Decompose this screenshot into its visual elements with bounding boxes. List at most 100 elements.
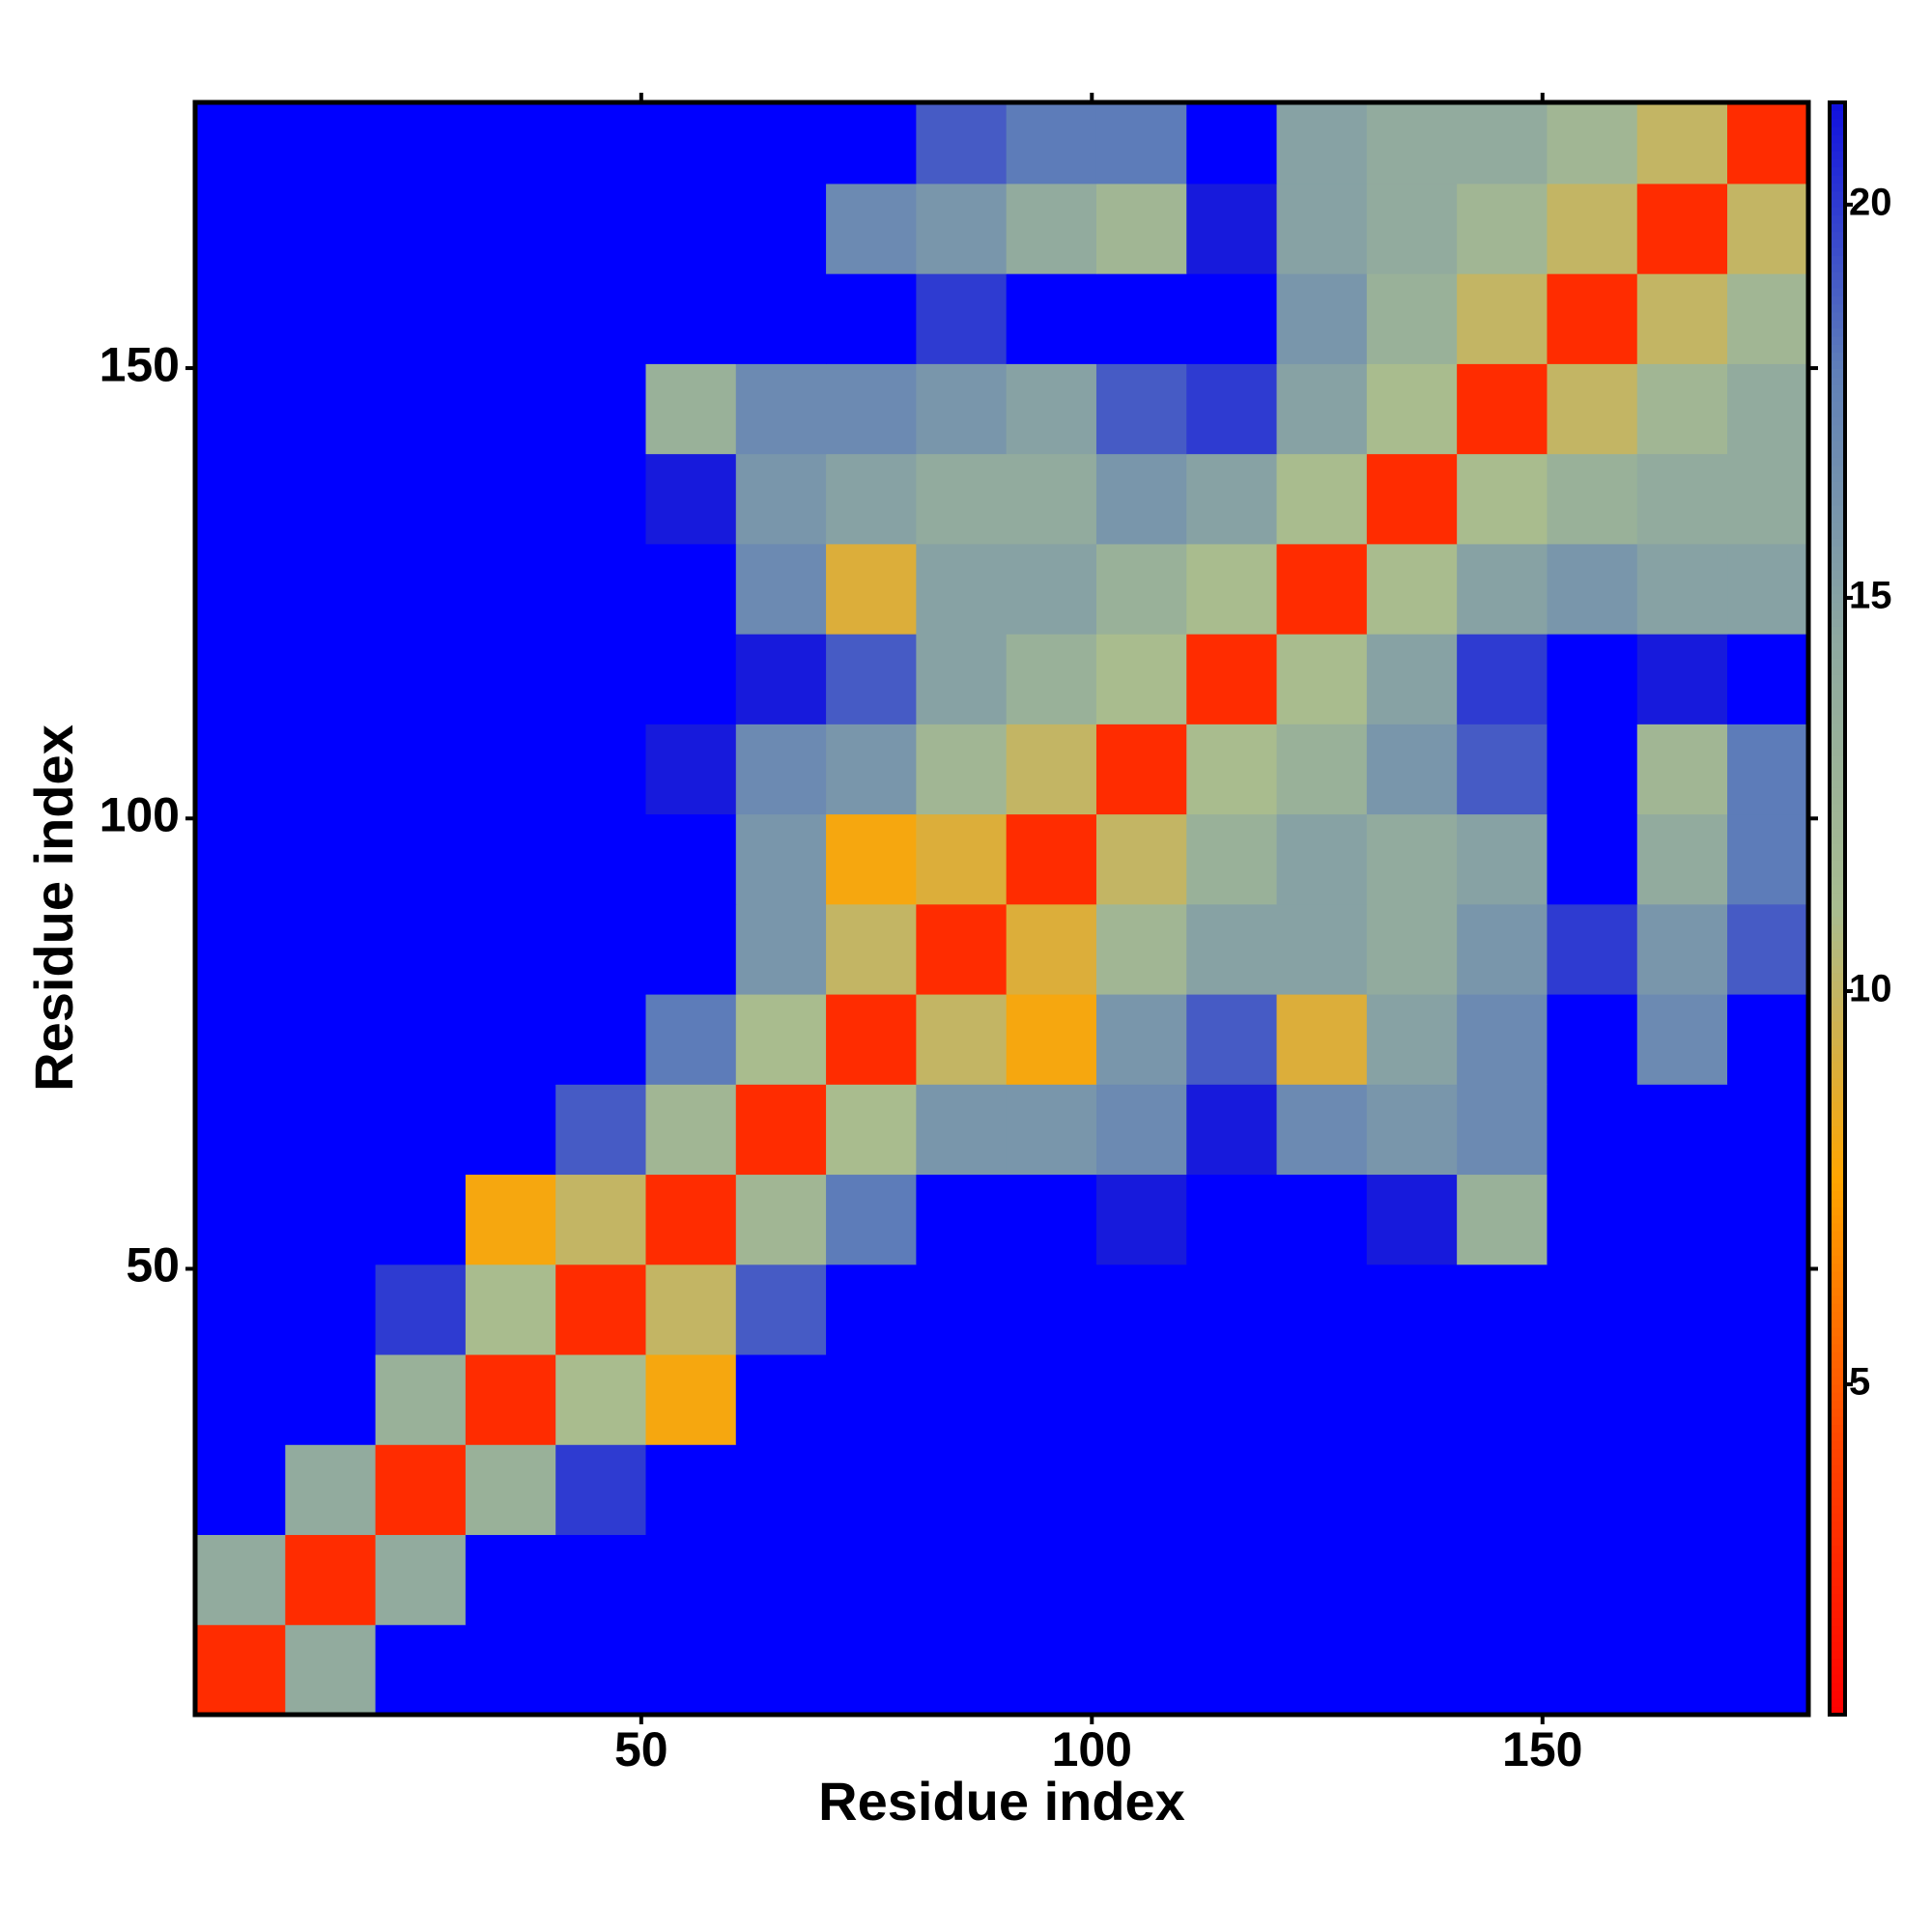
colorbar-swatch [1830, 1190, 1845, 1200]
heatmap-cell [826, 1624, 917, 1716]
heatmap-cell [1095, 1624, 1187, 1716]
heatmap-cell [1457, 903, 1548, 995]
heatmap-cell [285, 813, 377, 905]
colorbar-swatch [1830, 1529, 1845, 1538]
heatmap-cell [1186, 363, 1278, 455]
heatmap-cell [1727, 994, 1809, 1085]
heatmap-cell [1095, 183, 1187, 274]
heatmap-cell [1095, 1084, 1187, 1176]
colorbar-swatch [1830, 804, 1845, 812]
colorbar-swatch [1830, 1255, 1845, 1264]
heatmap-cell [826, 273, 917, 364]
heatmap-cell [1457, 1174, 1548, 1265]
colorbar-swatch [1830, 1238, 1845, 1248]
colorbar-swatch [1830, 1392, 1845, 1402]
heatmap-cell [1457, 813, 1548, 905]
heatmap-cell [1366, 1264, 1458, 1355]
colorbar-swatch [1830, 127, 1845, 135]
heatmap-cell [1186, 543, 1278, 635]
heatmap-cell [375, 102, 467, 185]
heatmap-cell [1636, 1624, 1728, 1716]
heatmap-cell [826, 102, 917, 185]
heatmap-cell [375, 1624, 467, 1716]
colorbar-swatch [1830, 1110, 1845, 1119]
heatmap-cell [1727, 634, 1809, 724]
colorbar-swatch [1830, 1456, 1845, 1465]
heatmap-cell [1727, 453, 1809, 545]
heatmap-cell [1095, 363, 1187, 455]
colorbar-tick-label: 5 [1849, 1361, 1870, 1404]
heatmap-cell [1636, 813, 1728, 905]
heatmap-cell [285, 1084, 377, 1176]
colorbar-swatch [1830, 1440, 1845, 1450]
heatmap-cell [555, 634, 646, 724]
colorbar-swatch [1830, 472, 1845, 482]
heatmap-cell [1727, 1534, 1809, 1626]
heatmap-cell [645, 1264, 737, 1355]
heatmap-cell [465, 543, 556, 635]
colorbar-swatch [1830, 1142, 1845, 1151]
colorbar-swatch [1830, 1432, 1845, 1441]
colorbar-swatch [1830, 698, 1845, 708]
colorbar-swatch [1830, 271, 1845, 281]
heatmap-cell [1006, 994, 1097, 1085]
heatmap-cell [1095, 724, 1187, 815]
colorbar-tick-label: 15 [1849, 574, 1892, 616]
heatmap-cell [1006, 1174, 1097, 1265]
heatmap-cell [1636, 994, 1728, 1085]
colorbar-swatch [1830, 457, 1845, 467]
heatmap-cell [1186, 813, 1278, 905]
heatmap-cell [735, 273, 827, 364]
heatmap-cell [826, 724, 917, 815]
heatmap-cell [1636, 1264, 1728, 1355]
colorbar-swatch [1830, 1134, 1845, 1144]
heatmap-cell [645, 1174, 737, 1265]
colorbar-swatch [1830, 344, 1845, 354]
colorbar-swatch [1830, 747, 1845, 756]
colorbar-swatch [1830, 1674, 1845, 1684]
colorbar-swatch [1830, 1271, 1845, 1280]
colorbar-swatch [1830, 1641, 1845, 1651]
heatmap-cell [826, 1444, 917, 1536]
heatmap-cell [465, 1084, 556, 1176]
heatmap-cell [1727, 1444, 1809, 1536]
heatmap-cell [1547, 903, 1638, 995]
colorbar-swatch [1830, 570, 1845, 579]
heatmap-cell [1366, 1084, 1458, 1176]
colorbar-swatch [1830, 392, 1845, 402]
colorbar-swatch [1830, 263, 1845, 272]
colorbar-swatch [1830, 1496, 1845, 1506]
heatmap-cell [1547, 363, 1638, 455]
heatmap-cell [195, 102, 286, 185]
colorbar-swatch [1830, 134, 1845, 144]
heatmap-cell [735, 453, 827, 545]
heatmap-cell [465, 634, 556, 724]
heatmap-cell [195, 724, 286, 815]
colorbar-swatch [1830, 465, 1845, 474]
heatmap-cell [465, 102, 556, 185]
colorbar-swatch [1830, 1174, 1845, 1183]
heatmap-cell [195, 453, 286, 545]
colorbar-swatch [1830, 400, 1845, 410]
colorbar-swatch [1830, 980, 1845, 990]
heatmap-cell [1276, 273, 1368, 364]
heatmap-cell [375, 1264, 467, 1355]
y-tick-label: 100 [99, 787, 180, 841]
colorbar-swatch [1830, 916, 1845, 925]
colorbar-swatch [1830, 1472, 1845, 1482]
heatmap-cell [1457, 453, 1548, 545]
heatmap-cell [1457, 634, 1548, 724]
heatmap-cell [195, 1264, 286, 1355]
colorbar-swatch [1830, 1101, 1845, 1111]
heatmap-cell [1547, 1354, 1638, 1445]
x-tick-label: 100 [1052, 1722, 1132, 1776]
heatmap-cell [645, 363, 737, 455]
colorbar-swatch [1830, 626, 1845, 636]
colorbar-swatch [1830, 1287, 1845, 1296]
colorbar-swatch [1830, 1351, 1845, 1361]
colorbar-swatch [1830, 1585, 1845, 1595]
colorbar-swatch [1830, 255, 1845, 265]
heatmap-cell [555, 1264, 646, 1355]
heatmap-cell [735, 724, 827, 815]
heatmap-cell [555, 1084, 646, 1176]
